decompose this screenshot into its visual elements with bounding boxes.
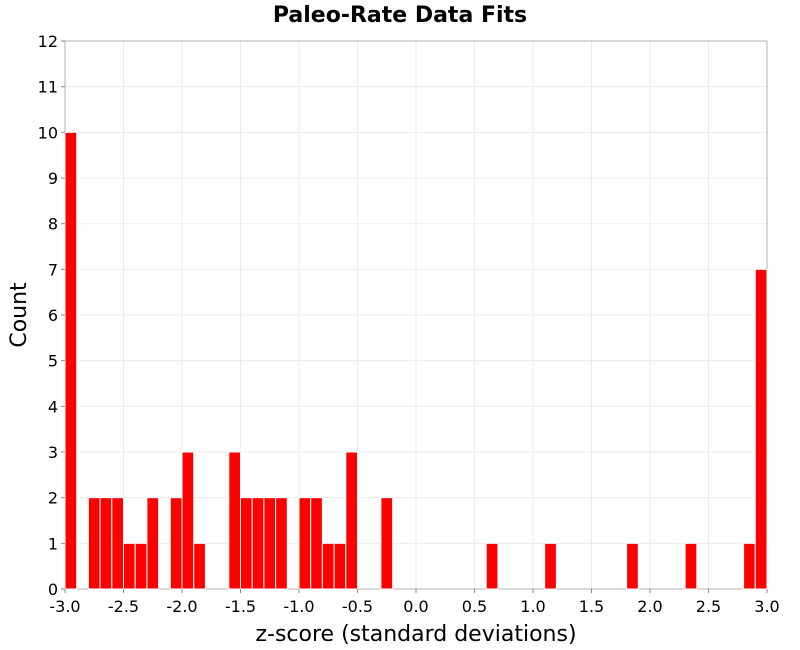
- y-tick-label: 6: [48, 306, 58, 325]
- x-tick-label: 0.5: [462, 597, 487, 616]
- x-tick-label: -1.0: [283, 597, 314, 616]
- histogram-bar: [64, 131, 78, 590]
- histogram-bar: [146, 497, 160, 590]
- y-tick-label: 12: [38, 32, 58, 51]
- y-tick-label: 9: [48, 169, 58, 188]
- y-tick-label: 8: [48, 215, 58, 234]
- histogram-bar: [240, 497, 253, 590]
- x-tick-label: -3.0: [49, 597, 80, 616]
- histogram-bar: [111, 497, 125, 590]
- x-axis-ticks: -3.0 -2.5 -2.0 -1.5 -1.0 -0.5 0.0 0.5 1.0 1.5 2.0 2…: [49, 589, 780, 616]
- histogram-bar: [754, 268, 768, 590]
- y-tick-label: 11: [38, 78, 58, 97]
- histogram-bar: [169, 497, 183, 590]
- histogram-bar: [626, 542, 639, 590]
- x-tick-label: 0.0: [403, 597, 428, 616]
- x-axis-label: z-score (standard deviations): [255, 622, 576, 647]
- histogram-bar: [134, 542, 148, 590]
- histogram-bar: [123, 542, 136, 590]
- histogram-bar: [87, 497, 101, 590]
- y-tick-label: 3: [48, 443, 58, 462]
- x-tick-label: 1.0: [520, 597, 545, 616]
- histogram-bar: [310, 497, 323, 590]
- histogram-bar: [193, 542, 206, 590]
- histogram-bar: [263, 497, 277, 590]
- x-tick-label: 2.0: [637, 597, 662, 616]
- y-tick-label: 1: [48, 534, 58, 553]
- histogram-bar: [275, 497, 288, 590]
- y-tick-label: 5: [48, 352, 58, 371]
- histogram-bar: [743, 542, 756, 590]
- y-axis-label: Count: [7, 282, 32, 348]
- histogram-bar: [333, 542, 347, 590]
- x-tick-label: -2.5: [108, 597, 139, 616]
- histogram-bar: [99, 497, 113, 590]
- x-tick-label: -0.5: [342, 597, 373, 616]
- histogram-bar: [684, 542, 698, 590]
- histogram-bar: [181, 451, 195, 590]
- x-tick-label: 2.5: [696, 597, 721, 616]
- y-tick-label: 2: [48, 489, 58, 508]
- histogram-bar: [251, 497, 265, 590]
- x-tick-label: 1.5: [579, 597, 604, 616]
- chart-title: Paleo-Rate Data Fits: [273, 3, 527, 28]
- y-tick-label: 10: [38, 123, 58, 142]
- x-tick-label: -1.5: [225, 597, 256, 616]
- y-tick-label: 7: [48, 260, 58, 279]
- histogram-bar: [544, 542, 557, 590]
- histogram-bar: [321, 542, 335, 590]
- y-tick-label: 4: [48, 397, 58, 416]
- histogram-bar: [228, 451, 242, 590]
- x-tick-label: 3.0: [754, 597, 779, 616]
- histogram-bar: [298, 497, 312, 590]
- histogram-bar: [380, 497, 394, 590]
- y-tick-label: 0: [48, 580, 58, 599]
- histogram-bar: [485, 542, 499, 590]
- x-tick-label: -2.0: [166, 597, 197, 616]
- histogram-bar: [345, 451, 358, 590]
- bars: [64, 131, 768, 590]
